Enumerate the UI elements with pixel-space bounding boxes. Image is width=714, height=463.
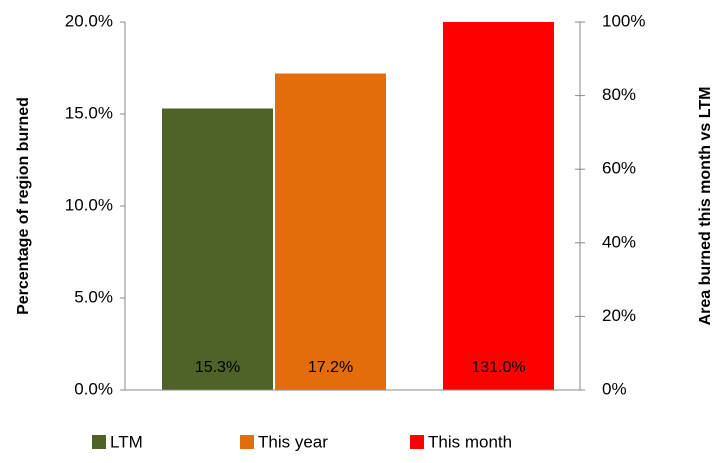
value-label: 131.0% bbox=[471, 359, 525, 376]
legend-label: This month bbox=[428, 432, 512, 451]
plot-area bbox=[162, 22, 554, 390]
y-tick-label: 5.0% bbox=[74, 287, 113, 306]
y-axis-title: Percentage of region burned bbox=[15, 97, 32, 315]
value-label: 17.2% bbox=[308, 359, 353, 376]
y2-tick-label: 60% bbox=[602, 159, 636, 178]
legend-swatch bbox=[410, 435, 424, 449]
y2-tick-label: 20% bbox=[602, 306, 636, 325]
legend-label: LTM bbox=[110, 432, 143, 451]
value-label: 15.3% bbox=[195, 359, 240, 376]
bar bbox=[443, 22, 554, 390]
y-tick-label: 10.0% bbox=[65, 195, 113, 214]
y-tick-label: 20.0% bbox=[65, 11, 113, 30]
legend-swatch bbox=[92, 435, 106, 449]
legend-label: This year bbox=[258, 432, 328, 451]
bar bbox=[162, 108, 273, 390]
legend-swatch bbox=[240, 435, 254, 449]
y-tick-label: 0.0% bbox=[74, 379, 113, 398]
y-tick-label: 15.0% bbox=[65, 103, 113, 122]
y2-axis-title: Area burned this month vs LTM bbox=[697, 87, 714, 326]
y2-tick-label: 0% bbox=[602, 379, 627, 398]
y2-tick-label: 100% bbox=[602, 11, 645, 30]
bar bbox=[275, 73, 386, 390]
y2-tick-label: 40% bbox=[602, 232, 636, 251]
y2-tick-label: 80% bbox=[602, 85, 636, 104]
